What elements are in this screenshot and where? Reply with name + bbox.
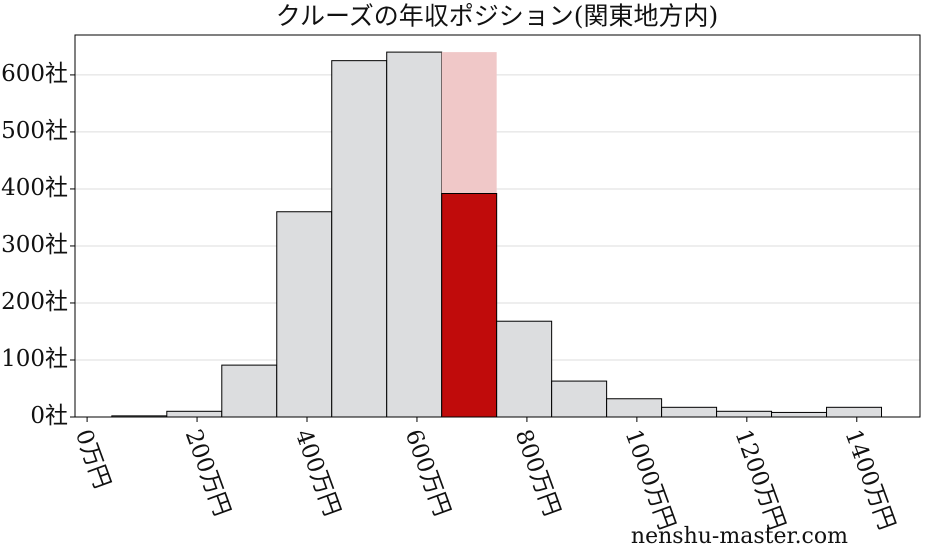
bar <box>276 211 333 418</box>
y-tick-label: 600社 <box>1 61 68 87</box>
x-tick-label: 200万円 <box>180 426 235 519</box>
y-tick-label: 400社 <box>1 175 68 201</box>
x-tick-label: 1200万円 <box>730 426 790 533</box>
y-tick-label: 200社 <box>1 289 68 315</box>
chart-title: クルーズの年収ポジション(関東地方内) <box>276 2 719 31</box>
y-tick-label: 300社 <box>1 232 68 258</box>
x-tick-label: 1000万円 <box>620 426 680 533</box>
bar <box>606 398 663 418</box>
bar <box>441 193 498 418</box>
bar <box>496 320 553 418</box>
bar <box>386 51 443 418</box>
watermark: nenshu-master.com <box>631 524 848 549</box>
bar <box>551 380 608 418</box>
x-tick-label: 0万円 <box>70 426 115 492</box>
plot-frame <box>74 34 921 418</box>
bar <box>331 60 388 418</box>
bar <box>166 410 223 418</box>
y-tick-label: 0社 <box>30 403 68 429</box>
bar <box>826 406 883 418</box>
bar <box>716 410 773 418</box>
y-tick-label: 500社 <box>1 118 68 144</box>
x-tick-label: 1400万円 <box>839 426 899 533</box>
bar <box>771 411 828 418</box>
bar <box>661 406 718 418</box>
bar <box>221 364 278 418</box>
y-tick-label: 100社 <box>1 346 68 372</box>
x-tick-label: 600万円 <box>400 426 455 519</box>
x-tick-label: 800万円 <box>510 426 565 519</box>
x-tick-label: 400万円 <box>290 426 345 519</box>
